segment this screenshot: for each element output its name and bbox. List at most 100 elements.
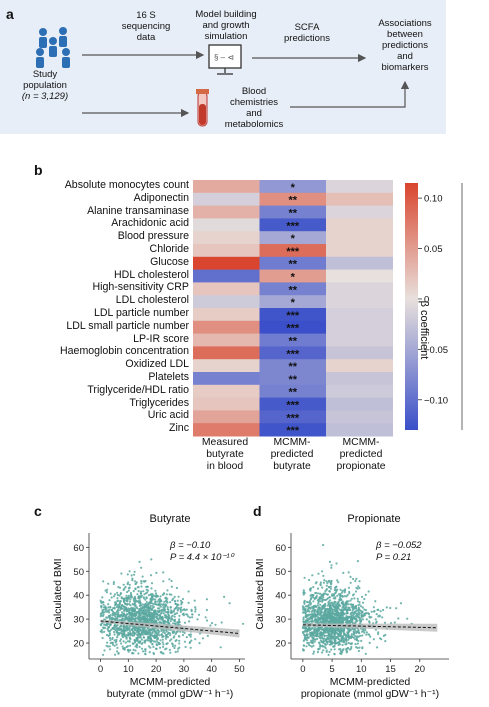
x-tick-label: 10: [356, 664, 367, 675]
colorbar-tick-label: −0.05: [424, 345, 448, 356]
heatmap-cell: [326, 423, 393, 437]
significance-stars: ***: [286, 400, 300, 412]
heatmap-cell: [326, 205, 393, 219]
heatmap-cell: [326, 282, 393, 296]
heatmap-cell: [259, 256, 327, 271]
heatmap-row-label: Platelets: [148, 371, 189, 383]
y-tick-label: 60: [275, 543, 286, 554]
heatmap-cell: [193, 295, 260, 309]
heatmap-cell: [259, 308, 327, 322]
colorbar-tick-label: 0.10: [424, 194, 443, 205]
heatmap-cell: [193, 282, 260, 296]
heatmap-cell: [326, 192, 393, 207]
significance-stars: **: [288, 374, 297, 386]
panel-b-letter: b: [34, 162, 43, 178]
heatmap-cell: [259, 397, 327, 411]
significance-stars: ***: [286, 348, 300, 360]
heatmap-cell: [259, 320, 327, 335]
heatmap-cell: [326, 397, 393, 411]
heatmap-cell: [326, 218, 393, 232]
panel-c-ylabel: Calculated BMI: [52, 558, 64, 630]
panel-a-letter: a: [6, 6, 14, 22]
heatmap-cell: [193, 244, 260, 258]
heatmap-cell: [193, 384, 260, 399]
heatmap-cell: [193, 320, 260, 335]
blood-label: Blood chemistries and metabolomics: [224, 86, 284, 130]
scatter-points-butyrate: [99, 558, 245, 656]
heatmap-cell: [259, 244, 327, 258]
sequencing-label: 16 S sequencing data: [121, 10, 171, 43]
heatmap-cell: [326, 269, 393, 283]
y-tick-label: 20: [73, 639, 84, 650]
panel-c-xlabel: MCMM-predicted butyrate (mmol gDW⁻¹ h⁻¹): [106, 676, 234, 700]
heatmap-row-label: LDL small particle number: [66, 319, 189, 332]
scatter-propionate: 0 5 10 15 20 20 30 40 50 60: [275, 533, 449, 675]
monitor-icon: § – ⊲: [208, 44, 242, 75]
arrow-to-associations: [290, 80, 410, 108]
heatmap-cell: [259, 346, 327, 360]
significance-stars: **: [288, 259, 297, 271]
heatmap-cell: [259, 205, 327, 219]
heatmap-cell: [259, 180, 327, 194]
heatmap-row-label: Glucose: [150, 255, 189, 268]
heatmap-cell: [326, 231, 393, 245]
fit-line-butyrate: [100, 620, 240, 634]
heatmap-row-label: High-sensitivity CRP: [92, 281, 189, 294]
y-tick-label: 30: [275, 615, 286, 626]
significance-stars: **: [288, 361, 297, 373]
y-tick-label: 40: [73, 591, 84, 602]
x-tick-label: 0: [300, 664, 305, 675]
people-icon: [36, 27, 70, 68]
heatmap-cell: [193, 333, 260, 347]
heatmap-cell: [193, 269, 260, 283]
x-tick-label: 5: [329, 664, 334, 675]
significance-stars: *: [291, 297, 296, 309]
panel-c-stat-beta: β = −0.10: [170, 540, 211, 551]
svg-text:§ – ⊲: § – ⊲: [214, 53, 234, 62]
panel-a-box: § – ⊲ Study population (n = 3,129) 16 S …: [0, 0, 446, 134]
heatmap-cell: [326, 308, 393, 322]
confidence-band-butyrate: [100, 619, 240, 638]
heatmap-cell: [326, 244, 393, 258]
significance-stars: *: [291, 272, 296, 284]
column-label-predicted-propionate: MCMM-predicted propionate: [336, 437, 386, 472]
y-tick-label: 20: [275, 639, 286, 650]
study-population-label: Study population (n = 3,129): [21, 69, 69, 102]
heatmap-cell: [259, 192, 327, 207]
heatmap-cell: [326, 180, 393, 194]
heatmap-cell: [259, 372, 327, 386]
heatmap-row-label: Oxidized LDL: [125, 358, 189, 371]
heatmap-cell: [259, 384, 327, 399]
y-tick-label: 60: [73, 543, 84, 554]
y-tick-label: 50: [73, 567, 84, 578]
heatmap-row-label: Zinc: [168, 422, 189, 435]
heatmap-row-label: Alanine transaminase: [87, 204, 189, 217]
heatmap-cell: [193, 231, 260, 245]
heatmap-cell: [326, 320, 393, 335]
significance-stars: **: [288, 195, 297, 207]
heatmap-cell: [326, 333, 393, 347]
x-tick-label: 30: [179, 664, 190, 675]
model-label: Model building and growth simulation: [195, 9, 257, 42]
heatmap-cell: [259, 295, 327, 309]
associations-label: Associations between predictions and bio…: [378, 18, 432, 73]
heatmap-row-label: Triglyceride/HDL ratio: [87, 383, 189, 396]
heatmap: ****************************************…: [193, 180, 463, 437]
x-tick-label: 10: [123, 664, 134, 675]
heatmap-row-label: Uric acid: [147, 409, 189, 422]
heatmap-row-label: Absolute monocytes count: [64, 179, 189, 191]
scfa-label: SCFA predictions: [284, 22, 330, 44]
fit-line-propionate: [302, 624, 438, 629]
significance-stars: ***: [286, 310, 300, 322]
heatmap-row-label: LDL particle number: [94, 307, 189, 319]
heatmap-cell: [193, 397, 260, 411]
significance-stars: **: [288, 387, 297, 399]
heatmap-cell: [193, 346, 260, 360]
heatmap-cell: [193, 308, 260, 322]
significance-stars: *: [291, 182, 296, 194]
confidence-band-propionate: [302, 623, 438, 632]
heatmap-cell: [193, 410, 260, 424]
heatmap-row-label: Haemoglobin concentration: [60, 345, 189, 358]
heatmap-cell: [326, 346, 393, 360]
